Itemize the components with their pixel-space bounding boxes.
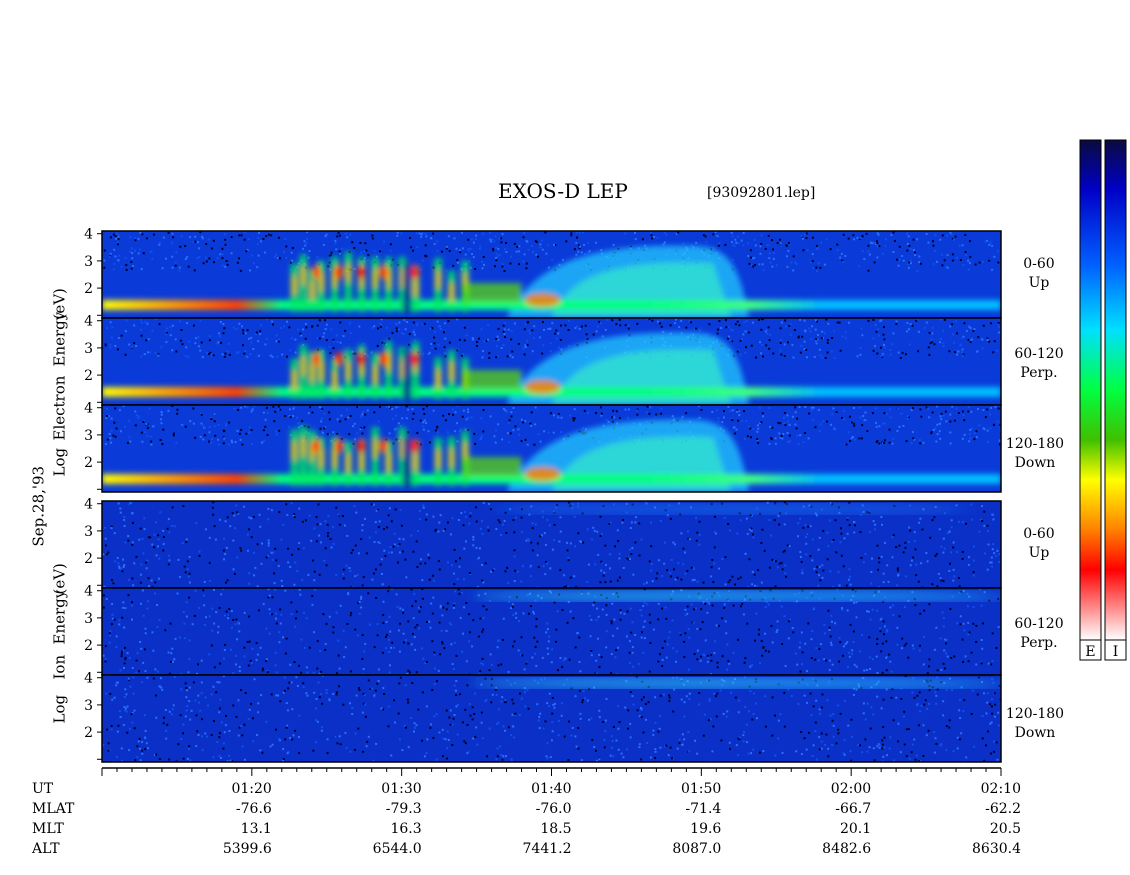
channel-direction: Down bbox=[1014, 725, 1056, 741]
panel-group bbox=[101, 230, 1002, 763]
channel-range: 60-120 bbox=[1014, 616, 1064, 632]
footer-value: 6544.0 bbox=[372, 841, 422, 857]
footer-value: 18.5 bbox=[540, 821, 572, 837]
spectrogram-panel bbox=[101, 230, 1002, 319]
channel-range: 0-60 bbox=[1023, 526, 1055, 542]
colorbar-ion bbox=[1104, 139, 1127, 641]
chart-title: EXOS-D LEP bbox=[498, 179, 628, 203]
footer-value: 02:00 bbox=[830, 781, 872, 797]
y-tick-label: 3 bbox=[84, 524, 93, 540]
colorbar-group: E I bbox=[1079, 139, 1127, 661]
spectrogram-panel bbox=[101, 317, 1002, 406]
footer-value: 16.3 bbox=[390, 821, 422, 837]
y-tick-label: 2 bbox=[84, 638, 93, 654]
ion-channel-label-down: 120-180 Down bbox=[1000, 705, 1070, 743]
footer-value: -79.3 bbox=[385, 801, 422, 817]
channel-direction: Perp. bbox=[1020, 635, 1058, 651]
spectrogram-panel bbox=[101, 500, 1002, 589]
footer-value: 8630.4 bbox=[972, 841, 1021, 857]
channel-range: 0-60 bbox=[1023, 256, 1055, 272]
channel-direction: Up bbox=[1028, 275, 1050, 291]
y-tick-label: 4 bbox=[84, 227, 93, 243]
footer-value: 5399.6 bbox=[222, 841, 272, 857]
colorbar-ion-label-box bbox=[1104, 639, 1127, 661]
electron-channel-label-up: 0-60 Up bbox=[1004, 255, 1074, 293]
y-tick-label: 3 bbox=[84, 341, 93, 357]
colorbar-electron bbox=[1079, 139, 1102, 641]
channel-direction: Perp. bbox=[1020, 365, 1058, 381]
y-tick-label: 4 bbox=[84, 401, 93, 417]
footer-value: 01:40 bbox=[531, 781, 572, 797]
y-tick-label: 2 bbox=[84, 281, 93, 297]
footer-value: -76.6 bbox=[235, 801, 272, 817]
footer-value: -76.0 bbox=[535, 801, 572, 817]
panel-frame bbox=[101, 404, 1002, 493]
channel-range: 120-180 bbox=[1005, 706, 1065, 722]
footer-value: 8482.6 bbox=[822, 841, 872, 857]
footer-value: 20.5 bbox=[989, 821, 1021, 837]
y-tick-label: 4 bbox=[84, 671, 93, 687]
footer-value: 8087.0 bbox=[672, 841, 722, 857]
footer-value: 20.1 bbox=[839, 821, 872, 837]
channel-direction: Up bbox=[1028, 545, 1050, 561]
footer-row-label: UT bbox=[32, 781, 54, 797]
panel-background bbox=[102, 588, 1001, 675]
y-tick-label: 3 bbox=[84, 428, 93, 444]
spectrogram-panel bbox=[101, 587, 1002, 676]
ion-channel-label-perp: 60-120 Perp. bbox=[1004, 615, 1074, 653]
footer-row-label: MLT bbox=[32, 821, 64, 837]
footer-row-label: MLAT bbox=[32, 801, 75, 817]
spectrogram-panel bbox=[101, 404, 1002, 493]
footer-value: 7441.2 bbox=[522, 841, 572, 857]
footer-value: 01:50 bbox=[680, 781, 722, 797]
spectrogram-panel bbox=[101, 674, 1002, 763]
panel-background bbox=[102, 501, 1001, 588]
colorbar-ion-label: I bbox=[1113, 644, 1119, 660]
footer-value: 13.1 bbox=[240, 821, 272, 837]
footer-value: 01:20 bbox=[231, 781, 272, 797]
footer-value: 19.6 bbox=[690, 821, 722, 837]
file-name: [93092801.lep] bbox=[707, 185, 816, 201]
y-tick-label: 3 bbox=[84, 698, 93, 714]
y-tick-label: 3 bbox=[84, 254, 93, 270]
channel-direction: Down bbox=[1014, 455, 1056, 471]
y-tick-label: 2 bbox=[84, 455, 93, 471]
ion-channel-label-up: 0-60 Up bbox=[1004, 525, 1074, 563]
footer-value: 01:30 bbox=[381, 781, 422, 797]
y-tick-label: 4 bbox=[84, 497, 93, 513]
y-tick-label: 2 bbox=[84, 725, 93, 741]
footer-value: -66.7 bbox=[835, 801, 872, 817]
channel-range: 60-120 bbox=[1014, 346, 1064, 362]
axes-group: 2 3 4 2 3 4 2 3 4 2 3 4 2 3 4 2 3 4 bbox=[84, 227, 1002, 776]
footer-row-label: ALT bbox=[32, 841, 60, 857]
y-tick-label: 4 bbox=[84, 584, 93, 600]
colorbar-electron-label: E bbox=[1085, 644, 1095, 660]
footer-value: -62.2 bbox=[985, 801, 1021, 817]
footer-value: 02:10 bbox=[980, 781, 1021, 797]
electron-channel-label-perp: 60-120 Perp. bbox=[1004, 345, 1074, 383]
electron-channel-label-down: 120-180 Down bbox=[1000, 435, 1070, 473]
panel-frame bbox=[101, 674, 1002, 763]
y-tick-label: 2 bbox=[84, 368, 93, 384]
footer-value: -71.4 bbox=[685, 801, 722, 817]
y-tick-label: 3 bbox=[84, 611, 93, 627]
colorbar-electron-label-box bbox=[1079, 639, 1102, 661]
y-tick-label: 2 bbox=[84, 551, 93, 567]
channel-range: 120-180 bbox=[1005, 436, 1065, 452]
panel-background bbox=[102, 675, 1001, 762]
y-tick-label: 4 bbox=[84, 314, 93, 330]
